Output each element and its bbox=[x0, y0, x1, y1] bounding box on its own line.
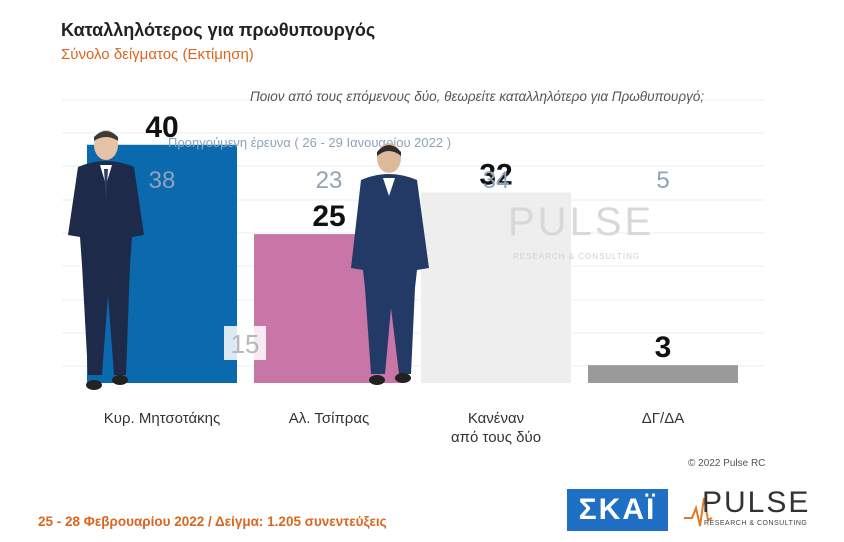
survey-footer: 25 - 28 Φεβρουαρίου 2022 / Δείγμα: 1.205… bbox=[38, 514, 387, 529]
bar-value-label: 3 bbox=[655, 331, 672, 364]
pulse-watermark-tagline: RESEARCH & CONSULTING bbox=[513, 252, 641, 261]
pulse-logo-tagline: RESEARCH & CONSULTING bbox=[704, 520, 808, 527]
bar-value-label: 32 bbox=[479, 158, 512, 191]
difference-label: 15 bbox=[231, 329, 260, 359]
bar bbox=[588, 365, 738, 383]
copyright-text: © 2022 Pulse RC bbox=[688, 458, 766, 469]
category-label: ΔΓ/ΔΑ bbox=[642, 410, 684, 427]
difference-box bbox=[224, 326, 266, 360]
previous-value-label: 38 bbox=[149, 167, 176, 194]
bar-value-label: 25 bbox=[312, 200, 345, 233]
tsipras-photo bbox=[351, 143, 429, 385]
mitsotakis-photo bbox=[68, 130, 144, 390]
chart-title: Καταλληλότερος για πρωθυπουργός bbox=[61, 20, 376, 40]
category-label: Κυρ. Μητσοτάκης bbox=[104, 410, 220, 427]
pulse-watermark: PULSE bbox=[508, 200, 655, 244]
bar-value-label: 40 bbox=[145, 111, 178, 144]
previous-survey-label: Προηγούμενη έρευνα ( 26 - 29 Ιανουαρίου … bbox=[168, 135, 452, 150]
bar bbox=[421, 192, 571, 383]
previous-value-label: 5 bbox=[656, 167, 669, 194]
skai-logo: ΣΚΑΪ bbox=[567, 489, 668, 531]
category-label: Αλ. Τσίπρας bbox=[289, 410, 369, 427]
survey-question: Ποιον από τους επόμενους δύο, θεωρείτε κ… bbox=[250, 89, 705, 104]
pulse-logo: PULSE bbox=[702, 486, 811, 519]
chart-subtitle: Σύνολο δείγματος (Εκτίμηση) bbox=[61, 46, 254, 63]
pulse-logo-icon bbox=[684, 497, 713, 527]
previous-value-label: 23 bbox=[316, 167, 343, 194]
category-label: από τους δύο bbox=[451, 429, 541, 446]
category-label: Κανέναν bbox=[468, 410, 524, 427]
previous-value-label: 34 bbox=[483, 167, 510, 194]
